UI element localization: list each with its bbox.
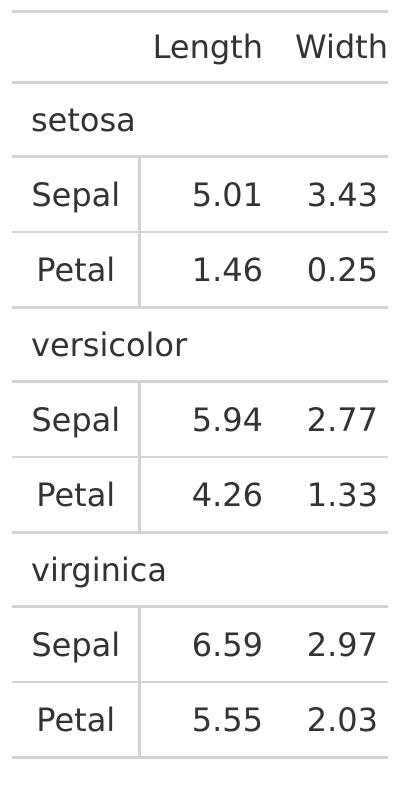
width-value: 1.33: [273, 457, 388, 534]
width-value: 2.97: [273, 606, 388, 683]
length-value: 5.94: [139, 381, 273, 458]
group-row-virginica: virginica: [12, 532, 388, 608]
width-value: 2.03: [273, 682, 388, 759]
row-label: Sepal: [12, 606, 141, 683]
row-label: Petal: [12, 457, 141, 534]
column-header-width: Width: [295, 28, 388, 66]
table-row: Sepal 5.01 3.43: [12, 156, 388, 233]
column-header-length: Length: [152, 28, 263, 66]
stub-header: [12, 12, 139, 83]
table-row: Sepal 5.94 2.77: [12, 381, 388, 458]
table-row: Petal 5.55 2.03: [12, 682, 388, 759]
group-row-versicolor: versicolor: [12, 307, 388, 383]
column-header-row: Length Width: [12, 11, 388, 83]
group-label: versicolor: [12, 307, 388, 383]
summary-table: Length Width setosa Sepal 5.01 3.43 Peta…: [12, 10, 388, 759]
group-row-setosa: setosa: [12, 82, 388, 158]
table-row: Sepal 6.59 2.97: [12, 606, 388, 683]
width-value: 2.77: [273, 381, 388, 458]
table-row: Petal 4.26 1.33: [12, 457, 388, 534]
width-value: 0.25: [273, 232, 388, 309]
table-row: Petal 1.46 0.25: [12, 232, 388, 309]
length-value: 5.55: [139, 682, 273, 759]
length-value: 6.59: [139, 606, 273, 683]
length-value: 5.01: [139, 156, 273, 233]
row-label: Petal: [12, 682, 141, 759]
length-value: 4.26: [139, 457, 273, 534]
width-value: 3.43: [273, 156, 388, 233]
length-value: 1.46: [139, 232, 273, 309]
row-label: Petal: [12, 232, 141, 309]
group-label: setosa: [12, 82, 388, 158]
row-label: Sepal: [12, 381, 141, 458]
row-label: Sepal: [12, 156, 141, 233]
group-label: virginica: [12, 532, 388, 608]
summary-table-container: Length Width setosa Sepal 5.01 3.43 Peta…: [12, 10, 388, 759]
